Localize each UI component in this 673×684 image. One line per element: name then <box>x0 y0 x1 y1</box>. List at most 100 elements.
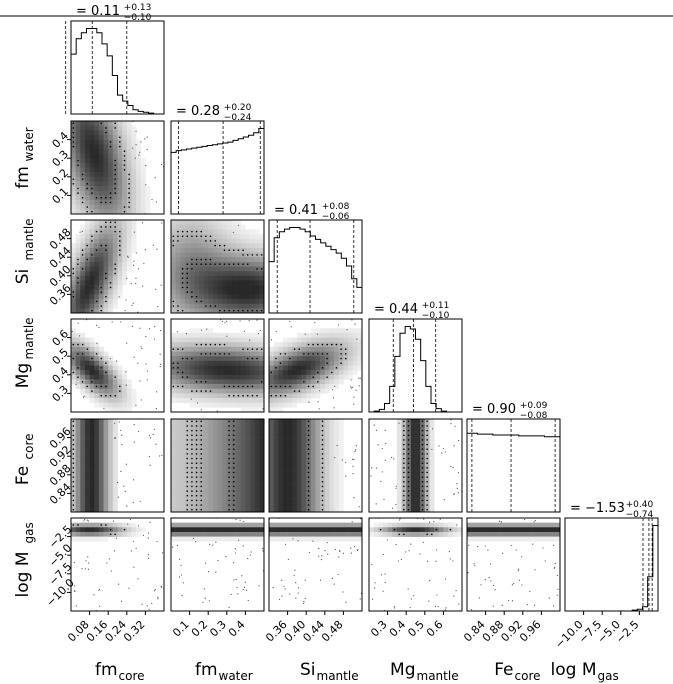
density-cell <box>338 446 344 452</box>
density-cell <box>194 308 200 314</box>
density-cell <box>254 407 260 413</box>
sample-point <box>353 396 355 398</box>
contour-0-point <box>77 376 79 378</box>
contour-1-point <box>181 268 184 270</box>
contour-1-point <box>228 263 230 265</box>
density-cell <box>189 398 195 403</box>
contour-1-point <box>100 286 103 289</box>
density-cell <box>75 346 81 352</box>
density-cell <box>117 257 123 263</box>
density-cell <box>180 456 186 462</box>
sample-point <box>120 321 122 323</box>
sample-point <box>391 456 393 459</box>
density-cell <box>180 479 186 485</box>
contour-1-point <box>393 528 396 531</box>
density-cell <box>89 419 95 424</box>
sample-point <box>278 598 281 600</box>
density-cell <box>117 365 123 371</box>
density-cell <box>117 181 123 187</box>
density-cell <box>117 204 123 210</box>
contour-1-point <box>105 385 107 388</box>
density-cell <box>136 195 142 201</box>
density-cell <box>71 337 76 343</box>
sample-point <box>275 330 277 333</box>
density-cell <box>203 488 209 494</box>
density-cell <box>189 360 195 366</box>
sample-point <box>159 455 161 457</box>
density-cell <box>212 332 218 338</box>
density-cell <box>126 384 132 390</box>
contour-0-point <box>109 221 112 224</box>
density-cell <box>410 465 416 471</box>
contour-1-point <box>219 263 221 265</box>
density-cell <box>175 428 181 434</box>
density-cell <box>240 488 246 494</box>
density-cell <box>518 531 524 537</box>
density-cell <box>259 488 265 494</box>
density-cell <box>278 493 284 499</box>
sample-point <box>149 464 151 466</box>
density-cell <box>131 158 137 164</box>
contour-0-point <box>195 480 198 483</box>
panel-mg_mantle-vs-mg_mantle: = 0.44 +0.11−0.10 <box>368 301 463 413</box>
contour-0-point <box>191 425 193 427</box>
contour-0-point <box>403 443 405 446</box>
density-cell <box>222 233 228 239</box>
contour-0-point <box>403 490 405 492</box>
density-cell <box>171 470 176 476</box>
density-cell <box>171 488 176 494</box>
density-cell <box>71 162 76 168</box>
sample-point <box>458 603 460 605</box>
density-cell <box>126 158 132 164</box>
density-cell <box>329 507 335 513</box>
density-cell <box>231 224 237 230</box>
density-cell <box>226 388 232 394</box>
contour-1-point <box>95 385 98 388</box>
density-cell <box>94 285 100 291</box>
density-cell <box>348 531 353 537</box>
density-cell <box>108 470 114 476</box>
contour-0-point <box>72 425 75 427</box>
contour-1-point <box>232 490 235 492</box>
density-cell <box>236 432 242 438</box>
density-cell <box>189 238 195 244</box>
density-cell <box>84 220 90 225</box>
density-cell <box>131 153 137 159</box>
contour-0-point <box>321 480 324 483</box>
density-cell <box>194 536 200 542</box>
density-cell <box>175 342 181 348</box>
density-cell <box>406 531 412 537</box>
density-cell <box>136 148 142 154</box>
contour-1-point <box>421 508 424 511</box>
density-cell <box>287 502 293 508</box>
contour-1-point <box>307 420 310 423</box>
sample-point <box>304 579 306 581</box>
contour-1-point <box>421 490 424 492</box>
density-cell <box>171 280 176 286</box>
density-cell <box>306 379 312 385</box>
sample-point <box>428 579 431 582</box>
density-cell <box>231 351 237 357</box>
density-cell <box>292 365 298 371</box>
density-cell <box>329 328 335 334</box>
density-cell <box>203 294 209 300</box>
contour-1-point <box>307 471 310 474</box>
density-cell <box>508 522 514 528</box>
density-cell <box>490 527 496 533</box>
density-cell <box>287 428 293 434</box>
density-cell <box>348 346 353 352</box>
density-cell <box>194 271 200 277</box>
sample-point <box>468 544 470 546</box>
density-cell <box>310 432 316 438</box>
density-cell <box>259 351 265 357</box>
density-cell <box>273 498 279 503</box>
contour-0-point <box>77 192 79 194</box>
sample-point <box>478 597 480 599</box>
density-cell <box>212 337 218 343</box>
contour-0-point <box>344 353 347 355</box>
density-cell <box>208 507 214 513</box>
density-cell <box>184 360 190 366</box>
histogram-si_mantle <box>268 226 363 313</box>
sample-point <box>135 277 137 279</box>
sample-point <box>145 363 147 365</box>
